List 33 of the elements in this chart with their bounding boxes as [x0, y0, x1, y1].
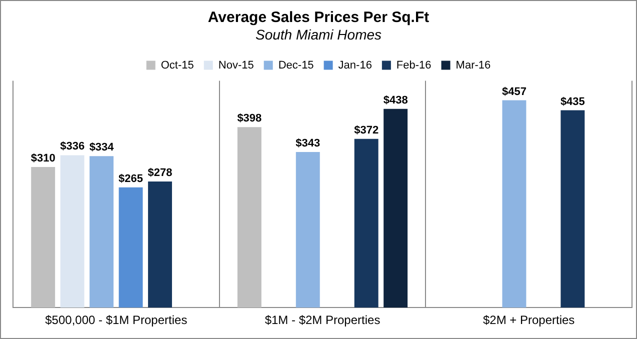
- chart-subtitle: South Miami Homes: [255, 26, 382, 42]
- data-label: $372: [354, 124, 379, 136]
- bar: [354, 138, 378, 308]
- data-label: $265: [118, 172, 144, 185]
- bar: [90, 156, 114, 308]
- bar: [118, 187, 143, 308]
- data-label: $278: [148, 167, 172, 180]
- bar: [237, 127, 262, 308]
- x-tick-label: $2M + Properties: [482, 313, 575, 328]
- data-label: $310: [30, 152, 56, 165]
- data-label: $336: [60, 140, 85, 153]
- legend-label: Dec-15: [278, 59, 314, 72]
- legend-label: Jan-16: [338, 59, 372, 72]
- bar: [148, 182, 172, 308]
- data-label: $438: [383, 94, 408, 106]
- bar: [384, 108, 408, 308]
- bar: [31, 166, 56, 308]
- bar: [560, 110, 585, 308]
- legend-label: Oct-15: [160, 59, 194, 72]
- x-tick-label: $1M - $2M Properties: [264, 313, 380, 328]
- bar: [296, 152, 320, 308]
- data-label: $343: [296, 138, 320, 150]
- legend-label: Nov-15: [218, 59, 254, 72]
- data-label: $334: [89, 142, 115, 154]
- bar: [502, 100, 526, 308]
- x-tick-label: $500,000 - $1M Properties: [45, 313, 188, 328]
- chart-title: Average Sales Prices Per Sq.Ft: [208, 9, 430, 26]
- data-label: $398: [237, 112, 262, 125]
- legend-label: Mar-16: [456, 59, 491, 72]
- bar: [60, 155, 84, 308]
- data-label: $457: [502, 86, 526, 98]
- data-label: $435: [560, 96, 585, 108]
- legend-label: Feb-16: [396, 59, 432, 72]
